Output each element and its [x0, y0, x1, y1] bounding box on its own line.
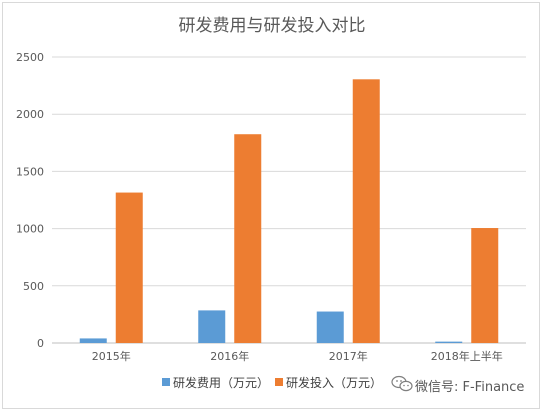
bars — [79, 79, 499, 344]
x-tick-label: 2018年上半年 — [431, 349, 503, 363]
bar-rd-investment — [115, 192, 143, 343]
x-axis-ticks: 2015年 2016年 2017年 2018年上半年 — [92, 349, 503, 363]
bar-rd-expense — [316, 311, 344, 343]
watermark-text: 微信号: F-Finance — [415, 380, 524, 395]
x-tick-label: 2015年 — [92, 349, 131, 363]
legend: 研发费用（万元） 研发投入（万元） — [162, 375, 382, 390]
wechat-icon — [391, 375, 413, 392]
y-tick-label: 1000 — [16, 223, 44, 236]
x-tick-label: 2016年 — [210, 349, 249, 363]
legend-label-series-1: 研发费用（万元） — [173, 375, 269, 390]
x-tick-label: 2017年 — [329, 349, 368, 363]
bar-rd-expense — [79, 338, 107, 343]
y-tick-label: 500 — [23, 280, 44, 293]
bar-rd-investment — [471, 228, 499, 343]
y-tick-label: 2500 — [16, 51, 44, 64]
watermark: 微信号: F-Finance — [391, 375, 524, 395]
bar-rd-expense — [435, 341, 463, 343]
bar-rd-investment — [234, 134, 262, 343]
legend-swatch-series-2 — [275, 378, 283, 386]
y-tick-label: 0 — [37, 337, 44, 350]
legend-swatch-series-1 — [162, 378, 170, 386]
y-axis-ticks: 0 500 1000 1500 2000 2500 — [16, 51, 44, 350]
y-tick-label: 2000 — [16, 108, 44, 121]
legend-label-series-2: 研发投入（万元） — [286, 375, 382, 390]
bar-rd-investment — [352, 79, 380, 344]
y-tick-label: 1500 — [16, 165, 44, 178]
chart-title: 研发费用与研发投入对比 — [179, 16, 366, 36]
bar-rd-expense — [198, 310, 226, 343]
